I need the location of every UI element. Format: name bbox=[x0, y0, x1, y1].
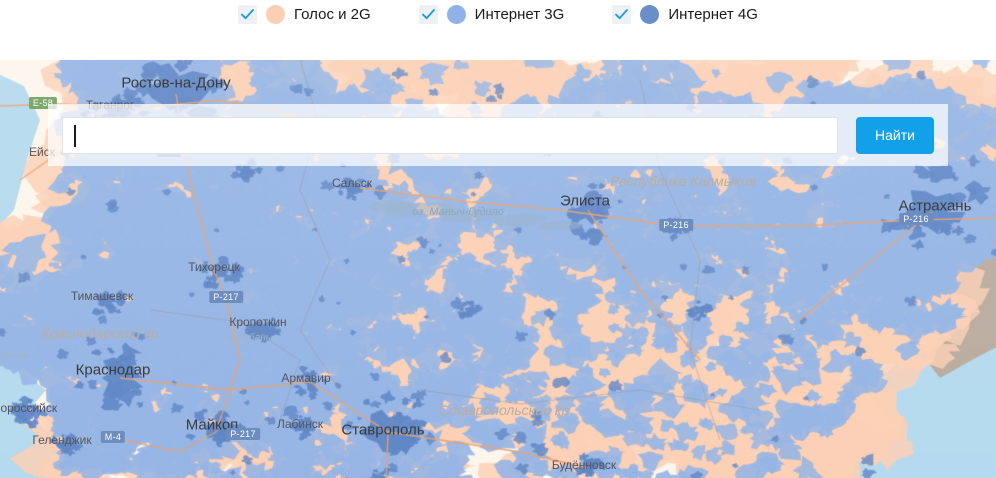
search-button[interactable]: Найти bbox=[856, 116, 934, 154]
legend-item-internet-3g[interactable]: Интернет 3G bbox=[418, 5, 565, 24]
legend-swatch-internet-4g bbox=[640, 5, 660, 24]
checkbox-voice-2g[interactable] bbox=[238, 5, 258, 24]
legend-swatch-internet-3g bbox=[446, 5, 466, 24]
search-input-wrapper[interactable] bbox=[62, 116, 838, 154]
legend-item-internet-4g[interactable]: Интернет 4G bbox=[612, 5, 758, 24]
search-panel: Найти bbox=[48, 104, 948, 166]
legend-label-internet-3g: Интернет 3G bbox=[474, 6, 565, 23]
checkbox-internet-3g[interactable] bbox=[418, 5, 438, 24]
legend-items: Голос и 2G Интернет 3G Интерне bbox=[238, 5, 758, 24]
search-input[interactable] bbox=[73, 117, 827, 153]
text-caret bbox=[74, 124, 76, 147]
legend-label-internet-4g: Интернет 4G bbox=[668, 6, 758, 23]
legend-item-voice-2g[interactable]: Голос и 2G bbox=[238, 5, 371, 24]
checkbox-internet-4g[interactable] bbox=[612, 5, 632, 24]
legend-swatch-voice-2g bbox=[266, 5, 286, 24]
legend-bar: Голос и 2G Интернет 3G Интерне bbox=[0, 0, 996, 60]
legend-label-voice-2g: Голос и 2G bbox=[294, 6, 371, 23]
